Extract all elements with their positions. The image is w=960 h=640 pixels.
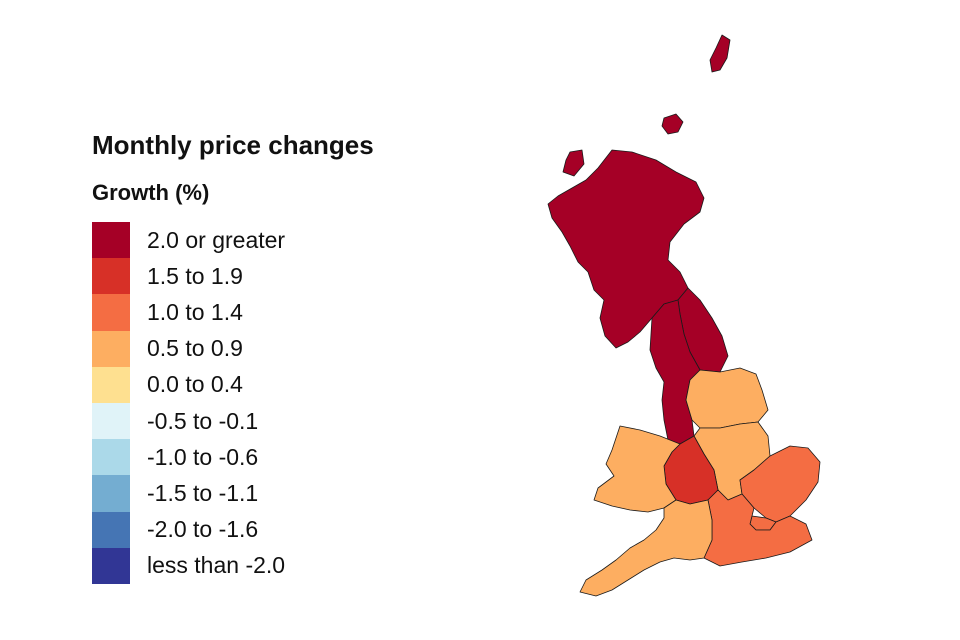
legend-item: -1.5 to -1.1 (92, 475, 285, 512)
region-yorkshire-and-the-humber (685, 367, 769, 429)
legend-item: 0.5 to 0.9 (92, 330, 285, 367)
legend-item: 2.0 or greater (92, 222, 286, 259)
legend-swatch (92, 366, 130, 403)
legend-swatch (92, 222, 130, 259)
legend-swatch (92, 294, 130, 331)
region-scotland (709, 34, 731, 73)
legend-subtitle: Growth (%) (92, 180, 210, 205)
legend-item: 0.0 to 0.4 (92, 366, 285, 403)
legend: 2.0 or greater 1.5 to 1.9 1.0 to 1.4 0.5… (92, 222, 285, 584)
region-south-west (579, 499, 713, 597)
legend-label: less than -2.0 (147, 552, 286, 579)
region-wales (593, 425, 681, 513)
legend-item: 1.5 to 1.9 (92, 258, 285, 295)
legend-label: 1.0 to 1.4 (147, 298, 243, 325)
legend-label: -2.0 to -1.6 (147, 516, 259, 543)
legend-label: -0.5 to -0.1 (147, 407, 259, 434)
legend-swatch (92, 258, 130, 295)
region-scotland (661, 113, 684, 135)
legend-label: 0.0 to 0.4 (147, 371, 243, 398)
legend-item: -0.5 to -0.1 (92, 402, 285, 440)
region-scotland (547, 149, 705, 349)
legend-swatch (92, 547, 130, 584)
legend-title: Monthly price changes (92, 130, 374, 160)
legend-swatch (92, 475, 130, 512)
legend-label: -1.5 to -1.1 (147, 479, 259, 506)
legend-item: -2.0 to -1.6 (92, 511, 285, 548)
legend-item: 1.0 to 1.4 (92, 294, 285, 331)
legend-swatch (92, 511, 130, 548)
region-scotland (562, 149, 585, 177)
legend-label: 0.5 to 0.9 (147, 335, 243, 362)
legend-swatch (92, 402, 130, 440)
legend-swatch (92, 439, 130, 476)
region-south-east (703, 489, 813, 567)
legend-label: 2.0 or greater (147, 226, 286, 253)
legend-item: less than -2.0 (92, 547, 286, 584)
legend-swatch (92, 330, 130, 367)
legend-item: -1.0 to -0.6 (92, 439, 285, 476)
regional-price-map (547, 34, 821, 597)
legend-label: 1.5 to 1.9 (147, 262, 243, 289)
legend-label: -1.0 to -0.6 (147, 443, 259, 470)
